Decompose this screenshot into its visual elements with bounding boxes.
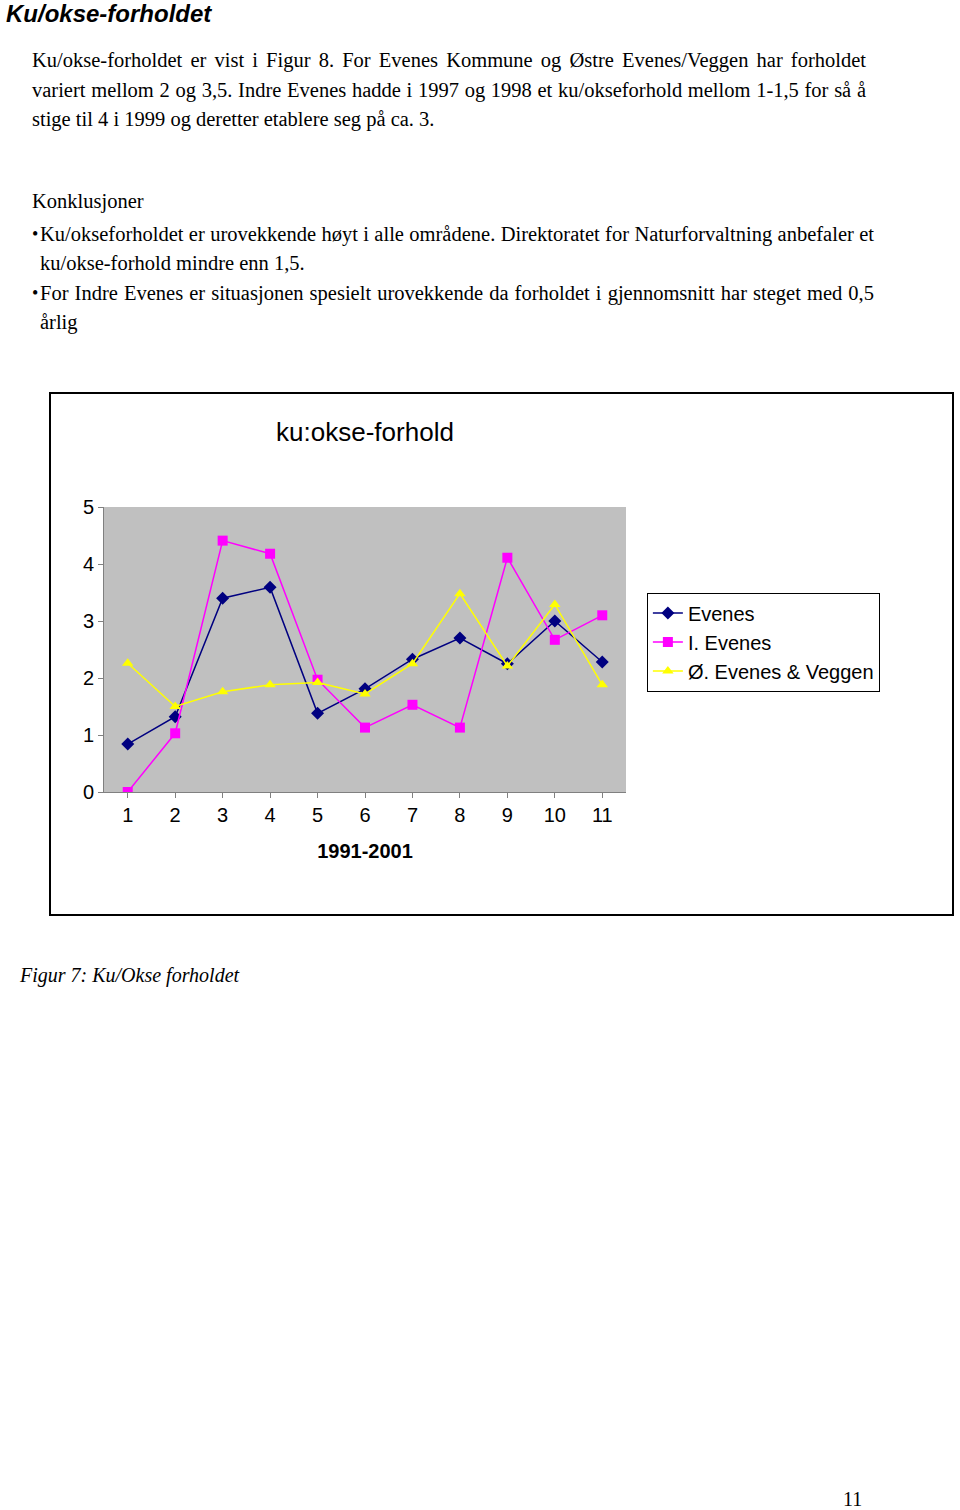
html-text:Ku/okse-forholdet er vist i Fi: Ku/okse-forholdet er vist i Figur 8. For… xyxy=(32,49,866,130)
svg-text:1991-2001: 1991-2001 xyxy=(317,840,413,862)
svg-text:3: 3 xyxy=(217,804,228,826)
svg-text:1: 1 xyxy=(83,724,94,746)
svg-text:10: 10 xyxy=(544,804,566,826)
svg-text:Ø. Evenes & Veggen: Ø. Evenes & Veggen xyxy=(688,661,874,683)
svg-text:3: 3 xyxy=(83,610,94,632)
svg-text:8: 8 xyxy=(454,804,465,826)
html-text:Ku/okse-forholdet: Ku/okse-forholdet xyxy=(6,0,212,27)
svg-text:6: 6 xyxy=(359,804,370,826)
html-text:Konklusjoner: Konklusjoner xyxy=(32,190,144,212)
svg-text:Evenes: Evenes xyxy=(688,603,755,625)
html-text:Figur 7: Ku/Okse forholdet: Figur 7: Ku/Okse forholdet xyxy=(20,964,240,986)
svg-text:0: 0 xyxy=(83,781,94,803)
svg-text:ku:okse-forhold: ku:okse-forhold xyxy=(276,417,454,447)
svg-text:9: 9 xyxy=(502,804,513,826)
html-text:Ku/okseforholdet er urovekkend: Ku/okseforholdet er urovekkende høyt i a… xyxy=(40,223,874,274)
svg-text:4: 4 xyxy=(83,553,94,575)
svg-text:5: 5 xyxy=(312,804,323,826)
svg-text:2: 2 xyxy=(83,667,94,689)
svg-text:4: 4 xyxy=(265,804,276,826)
svg-text:5: 5 xyxy=(83,496,94,518)
html-text:For Indre Evenes er situasjone: For Indre Evenes er situasjonen spesielt… xyxy=(40,282,874,333)
svg-text:I. Evenes: I. Evenes xyxy=(688,632,771,654)
svg-text:1: 1 xyxy=(122,804,133,826)
svg-text:11: 11 xyxy=(592,804,613,826)
svg-text:7: 7 xyxy=(407,804,418,826)
svg-text:2: 2 xyxy=(170,804,181,826)
html-text:11: 11 xyxy=(843,1488,863,1510)
